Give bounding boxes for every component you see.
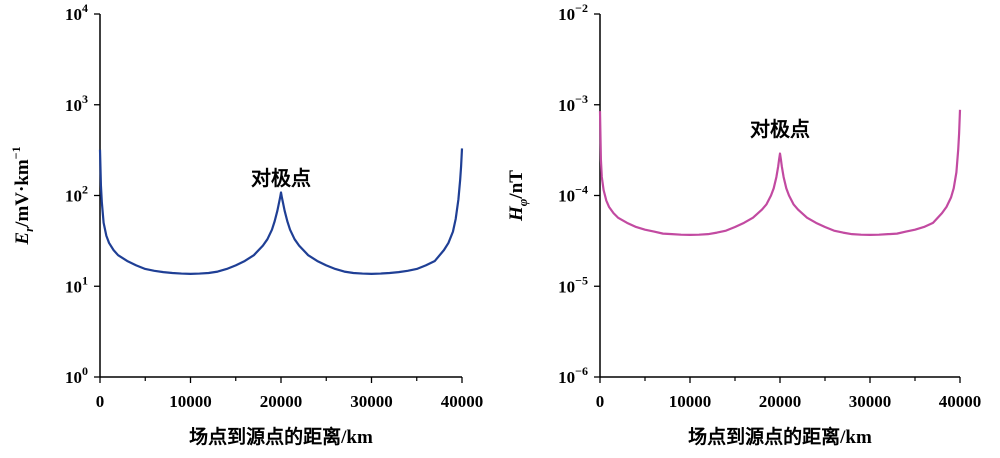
y-tick-label: 100: [65, 364, 88, 387]
y-tick-label: 10−3: [558, 92, 588, 115]
x-tick-label: 0: [96, 392, 105, 411]
x-tick-label: 30000: [849, 392, 892, 411]
x-tick-label: 20000: [260, 392, 303, 411]
y-tick-label: 10−5: [558, 273, 588, 296]
x-axis-title: 场点到源点的距离/km: [189, 425, 373, 448]
x-tick-label: 40000: [441, 392, 484, 411]
antipode-annotation: 对极点: [251, 166, 311, 190]
x-tick-label: 40000: [939, 392, 982, 411]
x-tick-label: 30000: [350, 392, 393, 411]
x-tick-label: 0: [596, 392, 605, 411]
antipode-annotation: 对极点: [750, 117, 810, 141]
y-axis-title: Hφ/nT: [506, 170, 530, 222]
chart-panel-1: 0 10000 20000 30000 40000 100 101 102 103 104 对极点场…: [9, 1, 483, 448]
x-tick-label: 10000: [669, 392, 712, 411]
series-line: [98, 148, 464, 275]
y-tick-label: 10−6: [558, 364, 588, 387]
y-tick-label: 101: [65, 273, 88, 296]
chart-panel-2: 0 10000 20000 30000 40000 10−6 10−5 10−4 10−3 10−…: [506, 1, 981, 448]
x-tick-label: 20000: [759, 392, 802, 411]
x-axis-title: 场点到源点的距离/km: [688, 425, 872, 448]
y-tick-label: 103: [65, 92, 88, 115]
y-axis-title: Er/mV·km−1: [9, 146, 36, 245]
y-tick-label: 10−4: [558, 183, 588, 206]
y-tick-label: 10−2: [558, 1, 588, 24]
series-line: [598, 109, 962, 236]
y-tick-label: 102: [65, 183, 88, 206]
y-tick-label: 104: [65, 1, 88, 24]
x-tick-label: 10000: [169, 392, 212, 411]
